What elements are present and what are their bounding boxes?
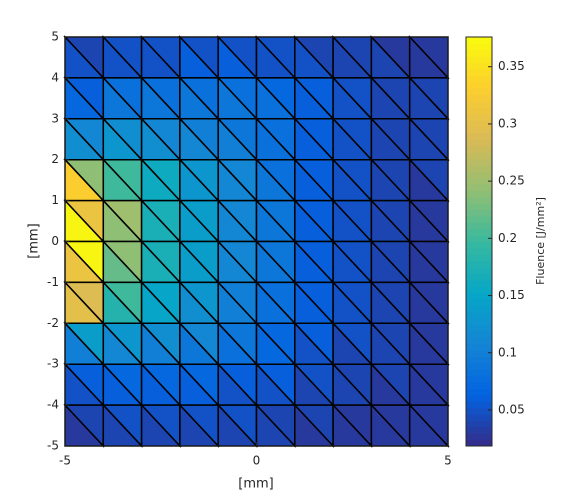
colorbar-swatch: [466, 286, 492, 294]
colorbar-tick-label: 0.3: [498, 116, 517, 130]
y-tick-label: -4: [47, 398, 59, 412]
x-axis-label: [mm]: [238, 477, 273, 492]
y-axis-label: [mm]: [27, 223, 42, 258]
colorbar-swatch: [466, 407, 492, 415]
colorbar-swatch: [466, 318, 492, 326]
y-tick-label: 2: [51, 152, 59, 166]
y-tick-label: -3: [47, 357, 59, 371]
colorbar-swatch: [466, 311, 492, 319]
colorbar-swatch: [466, 292, 492, 300]
colorbar-swatch: [466, 68, 492, 76]
colorbar-swatch: [466, 337, 492, 345]
colorbar-swatch: [466, 343, 492, 351]
colorbar-tick-label: 0.2: [498, 231, 517, 245]
x-tick-label: -5: [59, 454, 71, 468]
colorbar-tick-label: 0.1: [498, 345, 517, 359]
colorbar-label: Fluence [J/mm²]: [534, 197, 547, 285]
colorbar-swatch: [466, 171, 492, 179]
colorbar-swatch: [466, 196, 492, 204]
colorbar-swatch: [466, 56, 492, 64]
colorbar-swatch: [466, 49, 492, 57]
colorbar-swatch: [466, 183, 492, 191]
colorbar-swatch: [466, 132, 492, 140]
colorbar-swatch: [466, 279, 492, 287]
colorbar-swatch: [466, 88, 492, 96]
colorbar-swatch: [466, 120, 492, 127]
colorbar-swatch: [466, 439, 492, 447]
colorbar-swatch: [466, 152, 492, 159]
colorbar-swatch: [466, 113, 492, 121]
colorbar-swatch: [466, 215, 492, 223]
y-tick-label: 3: [51, 111, 59, 125]
colorbar-swatch: [466, 107, 492, 115]
y-tick-label: 5: [51, 30, 59, 44]
colorbar-swatch: [466, 375, 492, 383]
colorbar-swatch: [466, 94, 492, 102]
colorbar-swatch: [466, 273, 492, 281]
colorbar-swatch: [466, 433, 492, 441]
colorbar-swatch: [466, 158, 492, 166]
colorbar-swatch: [466, 139, 492, 147]
colorbar-swatch: [466, 369, 492, 377]
colorbar-swatch: [466, 260, 492, 268]
colorbar-swatch: [466, 305, 492, 313]
colorbar-swatch: [466, 164, 492, 172]
colorbar-swatch: [466, 382, 492, 389]
colorbar-swatch: [466, 81, 492, 89]
y-tick-label: -5: [47, 439, 59, 453]
colorbar-swatch: [466, 324, 492, 332]
colorbar-swatch: [466, 401, 492, 409]
colorbar-swatch: [466, 254, 492, 262]
y-tick-label: 1: [51, 193, 59, 207]
colorbar-swatch: [466, 330, 492, 338]
colorbar-swatch: [466, 362, 492, 370]
colorbar-swatch: [466, 247, 492, 255]
colorbar-swatch: [466, 267, 492, 274]
colorbar-swatch: [466, 100, 492, 108]
colorbar-swatch: [466, 414, 492, 421]
colorbar-swatch: [466, 299, 492, 306]
colorbar-swatch: [466, 356, 492, 364]
colorbar-swatch: [466, 394, 492, 402]
colorbar-swatch: [466, 190, 492, 198]
colorbar-swatch: [466, 145, 492, 153]
colorbar-swatch: [466, 420, 492, 428]
y-tick-label: 4: [51, 70, 59, 84]
colorbar-swatch: [466, 126, 492, 134]
colorbar-frame: [465, 36, 493, 447]
colorbar-swatch: [466, 37, 492, 44]
colorbar-swatch: [466, 241, 492, 249]
y-tick-label: -1: [47, 275, 59, 289]
colorbar-swatch: [466, 388, 492, 396]
x-tick-label: 0: [253, 454, 261, 468]
colorbar-swatch: [466, 209, 492, 217]
colorbar-swatch: [466, 177, 492, 185]
colorbar-swatch: [466, 62, 492, 70]
colorbar-tick-label: 0.15: [498, 288, 525, 302]
colorbar-swatch: [466, 203, 492, 211]
colorbar-tick-label: 0.05: [498, 402, 525, 416]
x-tick-label: 5: [444, 454, 452, 468]
colorbar-swatch: [466, 43, 492, 51]
colorbar-swatch: [466, 228, 492, 236]
y-tick-label: 0: [51, 234, 59, 248]
colorbar-swatch: [466, 222, 492, 230]
colorbar-swatch: [466, 235, 492, 242]
colorbar-tick-label: 0.35: [498, 59, 525, 73]
colorbar-swatch: [466, 350, 492, 358]
y-tick-label: -2: [47, 316, 59, 330]
colorbar-tick-label: 0.25: [498, 174, 525, 188]
colorbar-swatch: [466, 426, 492, 434]
colorbar-swatch: [466, 75, 492, 83]
